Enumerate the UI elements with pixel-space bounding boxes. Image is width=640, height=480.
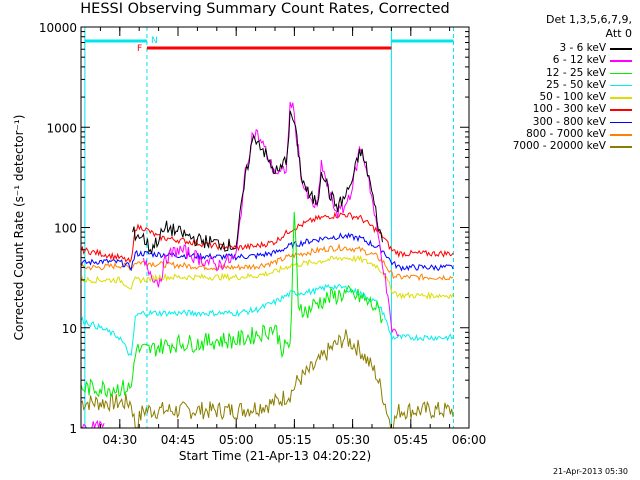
y-tick-label-2: 100 [54, 222, 77, 236]
series-line-3 [80, 283, 454, 357]
series-line-4 [80, 254, 454, 301]
legend-label: 100 - 300 keV [532, 103, 606, 116]
x-tick-label-5: 05:45 [394, 433, 429, 447]
legend-label: 3 - 6 keV [559, 42, 606, 54]
series-line-6 [80, 232, 454, 272]
legend-label: 6 - 12 keV [552, 54, 606, 67]
legend-swatch [610, 97, 632, 99]
series-line-2 [80, 211, 383, 399]
legend-label: 800 - 7000 keV [526, 128, 606, 141]
x-tick-label-2: 05:00 [219, 433, 254, 447]
x-tick-label-1: 04:45 [161, 433, 196, 447]
legend-swatch [610, 109, 632, 111]
legend-label: 25 - 50 keV [546, 78, 606, 91]
y-axis-label: Corrected Count Rate (s⁻¹ detector⁻¹) [12, 115, 26, 341]
legend: 3 - 6 keV 6 - 12 keV 12 - 25 keV 25 - 50 ke… [472, 42, 640, 153]
x-tick-label-6: 06:00 [452, 433, 487, 447]
legend-label: 300 - 800 keV [532, 115, 606, 128]
x-tick-label-3: 05:15 [277, 433, 312, 447]
x-axis-label: Start Time (21-Apr-13 04:20:22) [179, 449, 371, 463]
legend-item: 25 - 50 keV [472, 79, 640, 91]
legend-item: 50 - 100 keV [472, 91, 640, 103]
flare-flag-label: F [137, 44, 142, 54]
generation-timestamp: 21-Apr-2013 05:30 [552, 467, 628, 476]
legend-swatch [610, 60, 632, 62]
legend-swatch [610, 48, 632, 50]
x-tick-label-0: 04:30 [103, 433, 138, 447]
series-line-5 [80, 211, 454, 264]
legend-item: 7000 - 20000 keV [472, 140, 640, 152]
legend-swatch [610, 121, 632, 124]
legend-item: 800 - 7000 keV [472, 128, 640, 140]
series-line-7 [80, 242, 454, 282]
chart-title: HESSI Observing Summary Count Rates, Cor… [80, 1, 450, 17]
legend-title-line-2: Att 0 [605, 27, 632, 40]
legend-item: 300 - 800 keV [472, 116, 640, 128]
legend-label: 7000 - 20000 keV [512, 140, 606, 153]
y-tick-label-3: 1000 [46, 121, 77, 135]
legend-swatch [610, 72, 632, 75]
legend-item: 3 - 6 keV [472, 42, 640, 54]
legend-label: 12 - 25 keV [546, 66, 606, 79]
night-flag-label: N [151, 36, 158, 46]
legend-swatch [610, 84, 632, 87]
legend-swatch [610, 146, 632, 148]
series-line-8 [80, 329, 454, 429]
legend-item: 6 - 12 keV [472, 54, 640, 66]
series-line-1 [80, 101, 400, 429]
series-line-0 [132, 110, 383, 254]
y-tick-label-4: 10000 [39, 21, 77, 35]
legend-item: 12 - 25 keV [472, 67, 640, 79]
legend-label: 50 - 100 keV [539, 91, 606, 104]
legend-title-line-1: Det 1,3,5,6,7,9, [545, 13, 632, 26]
legend-swatch [610, 134, 632, 136]
legend-item: 100 - 300 keV [472, 103, 640, 115]
y-tick-label-1: 10 [62, 322, 77, 336]
y-tick-label-0: 1 [69, 422, 77, 436]
x-tick-label-4: 05:30 [335, 433, 370, 447]
